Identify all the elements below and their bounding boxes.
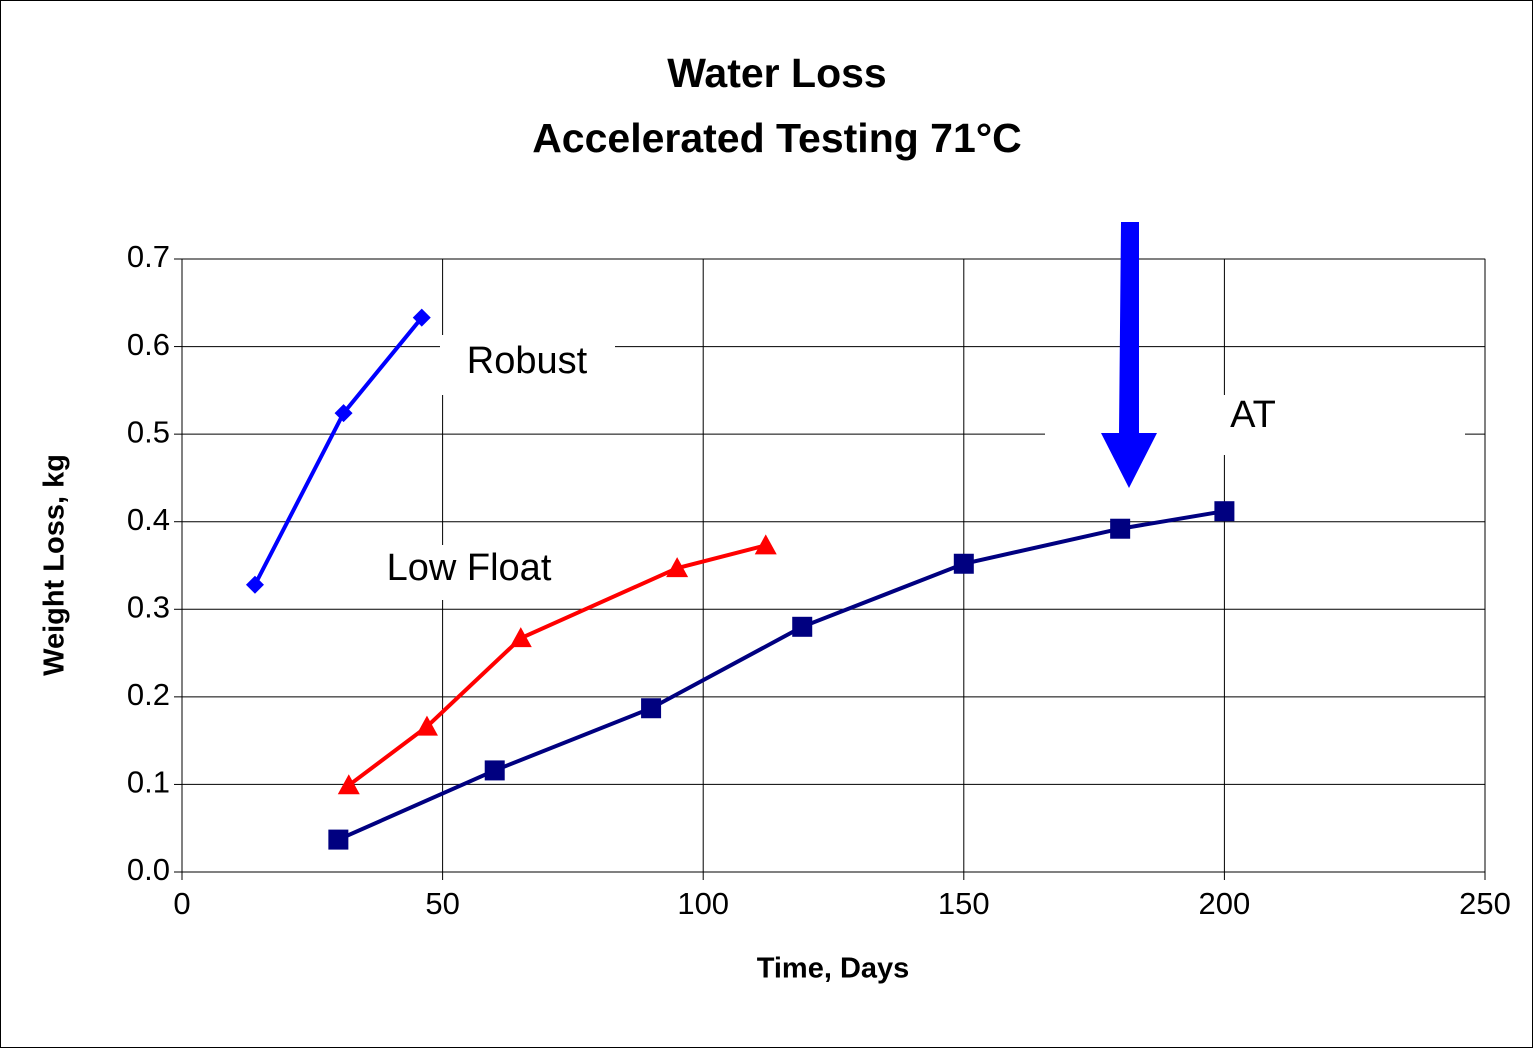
marker — [334, 404, 353, 423]
marker — [415, 715, 438, 736]
annotation: Low Float — [387, 547, 552, 589]
annotation: AT — [1230, 394, 1276, 436]
marker — [953, 553, 974, 574]
x-tick-label: 0 — [173, 886, 190, 921]
marker — [484, 760, 505, 781]
marker — [1214, 501, 1235, 522]
marker — [1110, 518, 1131, 539]
y-tick-label: 0.2 — [127, 677, 170, 712]
marker — [245, 575, 264, 594]
arrow — [1101, 222, 1157, 488]
y-tick-label: 0.1 — [127, 765, 170, 800]
annotation-background — [440, 335, 615, 395]
y-tick-label: 0.7 — [127, 239, 170, 274]
x-tick-label: 150 — [938, 886, 990, 921]
chart-title: Accelerated Testing 71°C — [532, 115, 1022, 161]
x-tick-label: 50 — [425, 886, 459, 921]
x-axis-title: Time, Days — [757, 953, 910, 985]
y-tick-label: 0.0 — [127, 852, 170, 887]
x-tick-label: 100 — [677, 886, 729, 921]
marker — [666, 557, 689, 578]
marker — [792, 616, 813, 637]
marker — [328, 829, 349, 850]
y-tick-label: 0.4 — [127, 502, 170, 537]
marker — [337, 774, 360, 795]
x-tick-label: 250 — [1459, 886, 1511, 921]
chart-title: Water Loss — [667, 50, 886, 96]
y-tick-label: 0.3 — [127, 589, 170, 624]
y-tick-label: 0.5 — [127, 414, 170, 449]
marker — [412, 308, 431, 327]
marker — [754, 534, 777, 555]
marker — [641, 698, 662, 719]
marker — [509, 627, 532, 648]
y-axis-title: Weight Loss, kg — [39, 454, 71, 676]
annotation-background — [355, 545, 585, 600]
y-tick-label: 0.6 — [127, 327, 170, 362]
annotation: Robust — [467, 340, 588, 382]
x-tick-label: 200 — [1199, 886, 1251, 921]
